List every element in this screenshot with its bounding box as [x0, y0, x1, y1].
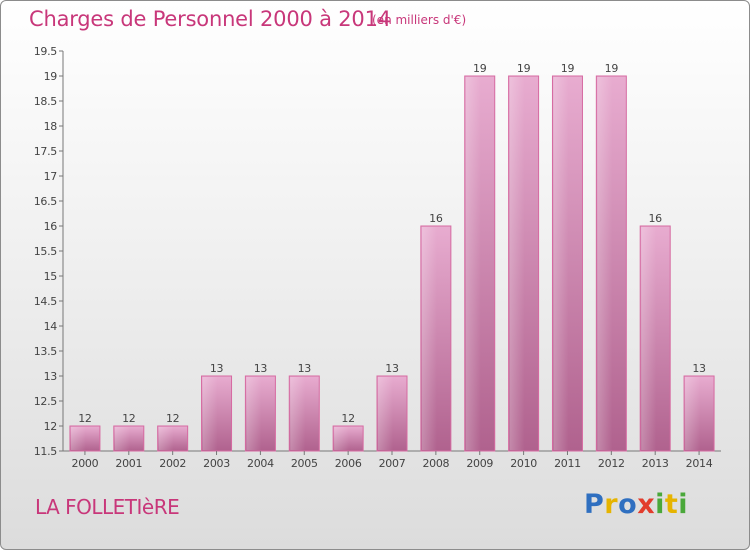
data-label: 16	[429, 212, 443, 225]
logo-letter: r	[604, 489, 619, 520]
x-tick-label: 2011	[554, 457, 581, 470]
bar-highlight	[202, 377, 218, 450]
bar-highlight	[465, 77, 481, 450]
y-tick-label: 18.5	[34, 95, 58, 108]
bar-highlight	[378, 377, 393, 450]
bar-highlight	[290, 377, 306, 450]
bar-highlight	[685, 377, 701, 450]
chart-subtitle: (en milliers d'€)	[372, 13, 467, 27]
bar-highlight	[553, 77, 569, 450]
x-tick-label: 2005	[291, 457, 318, 470]
bar-highlight	[641, 227, 657, 450]
bar-highlight	[114, 427, 130, 450]
logo-letter: o	[618, 489, 638, 520]
data-label: 13	[210, 362, 224, 375]
data-label: 12	[122, 412, 135, 425]
bar-highlight	[334, 427, 350, 450]
bar-highlight	[158, 427, 174, 450]
logo-letter: t	[664, 489, 679, 520]
y-tick-label: 19.5	[34, 45, 58, 58]
x-tick-label: 2012	[598, 457, 625, 470]
x-tick-label: 2004	[247, 457, 274, 470]
x-tick-label: 2010	[510, 457, 537, 470]
x-tick-label: 2008	[422, 457, 449, 470]
data-label: 13	[692, 362, 706, 375]
y-tick-label: 16	[44, 220, 58, 233]
x-tick-label: 2003	[203, 457, 230, 470]
data-label: 16	[648, 212, 662, 225]
data-label: 19	[473, 62, 487, 75]
bar-highlight	[509, 77, 525, 450]
data-label: 12	[78, 412, 91, 425]
bar-highlight	[70, 427, 86, 450]
y-tick-label: 13.5	[34, 345, 58, 358]
y-tick-label: 13	[44, 370, 58, 383]
logo-letter: P	[584, 489, 605, 520]
x-tick-label: 2007	[379, 457, 406, 470]
data-label: 12	[341, 412, 354, 425]
logo-letter: i	[678, 489, 689, 520]
proxiti-logo: Proxiti	[584, 489, 688, 520]
logo-letter: x	[637, 489, 656, 520]
x-tick-label: 2001	[115, 457, 142, 470]
data-label: 13	[254, 362, 268, 375]
x-tick-label: 2013	[642, 457, 669, 470]
x-tick-label: 2009	[466, 457, 493, 470]
data-label: 19	[561, 62, 575, 75]
y-tick-label: 15.5	[34, 245, 58, 258]
bar-highlight	[246, 377, 262, 450]
x-tick-label: 2014	[686, 457, 713, 470]
y-tick-label: 17.5	[34, 145, 58, 158]
y-tick-label: 12	[44, 420, 57, 433]
logo-letter: i	[655, 489, 665, 520]
y-tick-label: 11.5	[34, 445, 58, 458]
y-tick-label: 15	[44, 270, 58, 283]
data-label: 13	[385, 362, 399, 375]
y-tick-label: 19	[44, 70, 58, 83]
y-tick-label: 17	[44, 170, 58, 183]
y-tick-label: 18	[44, 120, 58, 133]
x-tick-label: 2002	[159, 457, 186, 470]
y-tick-label: 12.5	[34, 395, 58, 408]
x-tick-label: 2000	[72, 457, 99, 470]
data-label: 12	[166, 412, 179, 425]
y-tick-label: 14.5	[34, 295, 58, 308]
data-label: 19	[517, 62, 531, 75]
commune-name: LA FOLLETIèRE	[35, 495, 180, 519]
y-tick-label: 14	[44, 320, 58, 333]
x-tick-label: 2006	[335, 457, 362, 470]
data-label: 19	[605, 62, 619, 75]
y-tick-label: 16.5	[34, 195, 58, 208]
bar-highlight	[597, 77, 613, 450]
chart-title: Charges de Personnel 2000 à 2014	[29, 7, 391, 31]
bar-highlight	[421, 227, 437, 450]
data-label: 13	[298, 362, 312, 375]
